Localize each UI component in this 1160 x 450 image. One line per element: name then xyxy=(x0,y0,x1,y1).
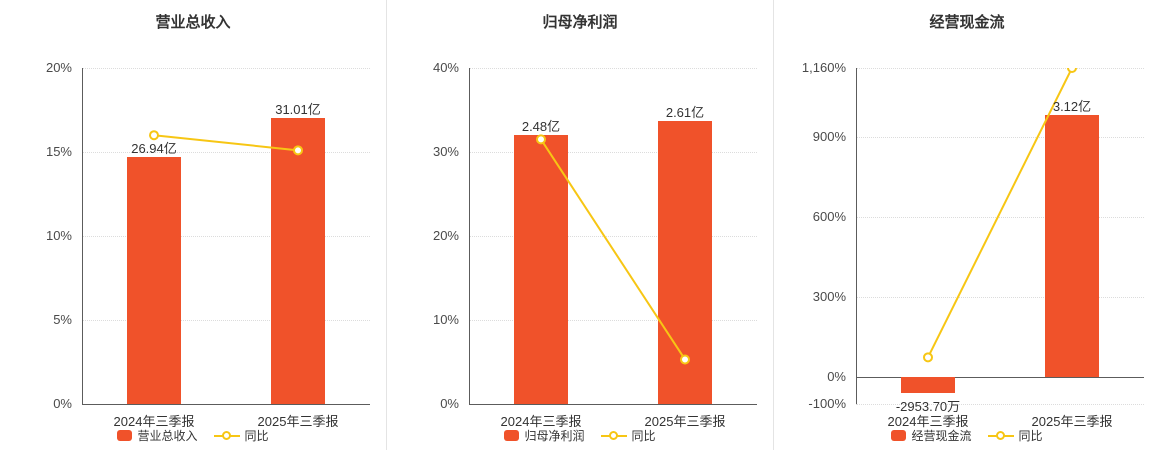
y-axis-line xyxy=(856,68,857,404)
y-tick-label: 40% xyxy=(432,60,459,75)
legend-label: 同比 xyxy=(631,429,656,443)
y-tick-label: -100% xyxy=(808,396,846,411)
x-category-label: 2024年三季报 xyxy=(500,414,582,429)
chart-title: 归母净利润 xyxy=(542,14,618,31)
legend-label: 同比 xyxy=(1018,429,1043,443)
y-tick-label: 20% xyxy=(432,228,459,243)
bar[interactable] xyxy=(271,118,325,404)
yoy-point-marker[interactable] xyxy=(923,352,933,363)
plot-area: 26.94亿 31.01亿 xyxy=(82,68,370,405)
bar[interactable] xyxy=(901,377,955,394)
legend: 归母净利润 同比 xyxy=(387,427,773,444)
x-category-label: 2024年三季报 xyxy=(113,414,195,429)
gridline xyxy=(469,152,757,153)
x-category-label: 2025年三季报 xyxy=(644,414,726,429)
legend-item-yoy[interactable]: 同比 xyxy=(987,427,1043,444)
legend-item-yoy[interactable]: 同比 xyxy=(213,427,269,444)
y-tick-label: 0% xyxy=(827,369,846,385)
yoy-line-series xyxy=(923,68,1077,363)
y-tick-label: 0% xyxy=(440,396,459,411)
legend-label: 经营现金流 xyxy=(911,429,972,443)
bar[interactable] xyxy=(127,157,181,404)
x-category-label: 2025年三季报 xyxy=(257,414,339,429)
plot-area: 2.48亿 2.61亿 xyxy=(469,68,757,405)
y-tick-label: 900% xyxy=(812,129,846,145)
gridline xyxy=(82,68,370,69)
bar-value-label: 2.48亿 xyxy=(521,119,561,135)
y-tick-label: 600% xyxy=(812,209,846,225)
bar[interactable] xyxy=(658,120,712,404)
y-tick-label: 15% xyxy=(45,144,72,159)
y-tick-label: 5% xyxy=(53,312,72,327)
y-axis-line xyxy=(82,68,83,404)
chart-title: 营业总收入 xyxy=(155,14,231,31)
x-category-label: 2024年三季报 xyxy=(887,414,969,429)
gridline xyxy=(469,320,757,321)
legend-item-series[interactable]: 经营现金流 xyxy=(891,427,972,444)
gridline xyxy=(82,236,370,237)
gridline xyxy=(856,217,1144,219)
bar-value-label: 2.61亿 xyxy=(665,104,705,120)
y-axis-line xyxy=(469,68,470,404)
line-swatch-icon xyxy=(600,431,627,441)
plot-area: -2953.70万 3.12亿 xyxy=(856,68,1144,414)
legend: 经营现金流 同比 xyxy=(774,427,1160,444)
bar[interactable] xyxy=(1045,114,1099,378)
bar-value-label: 3.12亿 xyxy=(1052,98,1092,114)
chart-panel-revenue: 营业总收入 26.94亿 31.01亿 营业总收入 同比 0% 5% 10% 15% 20%… xyxy=(0,0,386,450)
line-swatch-icon xyxy=(987,431,1014,441)
bar[interactable] xyxy=(514,135,568,404)
chart-panel-net-profit: 归母净利润 2.48亿 2.61亿 归母净利润 同比 0% 10% 20% 30% 40% 2… xyxy=(386,0,773,450)
gridline xyxy=(856,404,1144,405)
gridline xyxy=(856,68,1144,69)
x-axis-line xyxy=(82,404,370,405)
x-axis-line xyxy=(856,377,1144,379)
bar-swatch-icon xyxy=(504,430,520,441)
legend-item-series[interactable]: 归母净利润 xyxy=(504,427,585,444)
y-tick-label: 10% xyxy=(432,312,459,327)
x-category-label: 2025年三季报 xyxy=(1031,414,1113,429)
x-axis-line xyxy=(469,404,757,405)
legend-label: 同比 xyxy=(244,429,269,443)
legend-label: 营业总收入 xyxy=(137,429,198,443)
chart-title: 经营现金流 xyxy=(929,14,1005,31)
legend: 营业总收入 同比 xyxy=(0,427,386,444)
gridline xyxy=(469,68,757,69)
bar-swatch-icon xyxy=(117,430,133,441)
bar-value-label: 31.01亿 xyxy=(275,102,321,118)
y-tick-label: 300% xyxy=(812,289,846,305)
y-tick-label: 1,160% xyxy=(801,60,846,75)
gridline xyxy=(82,152,370,153)
legend-item-series[interactable]: 营业总收入 xyxy=(117,427,198,444)
y-tick-label: 10% xyxy=(45,228,72,243)
chart-panel-operating-cash-flow: 经营现金流 -2953.70万 3.12亿 经营现金流 同比 -100% 0% 300%… xyxy=(773,0,1160,450)
gridline xyxy=(856,137,1144,139)
gridline xyxy=(82,320,370,321)
gridline xyxy=(469,236,757,237)
bar-value-label: -2953.70万 xyxy=(895,399,961,415)
legend-item-yoy[interactable]: 同比 xyxy=(600,427,656,444)
legend-label: 归母净利润 xyxy=(524,429,585,443)
y-tick-label: 20% xyxy=(45,60,72,75)
y-tick-label: 30% xyxy=(432,144,459,159)
gridline xyxy=(856,297,1144,299)
y-tick-label: 0% xyxy=(53,396,72,411)
bar-value-label: 26.94亿 xyxy=(131,141,177,157)
bar-swatch-icon xyxy=(891,430,907,441)
line-swatch-icon xyxy=(213,431,240,441)
